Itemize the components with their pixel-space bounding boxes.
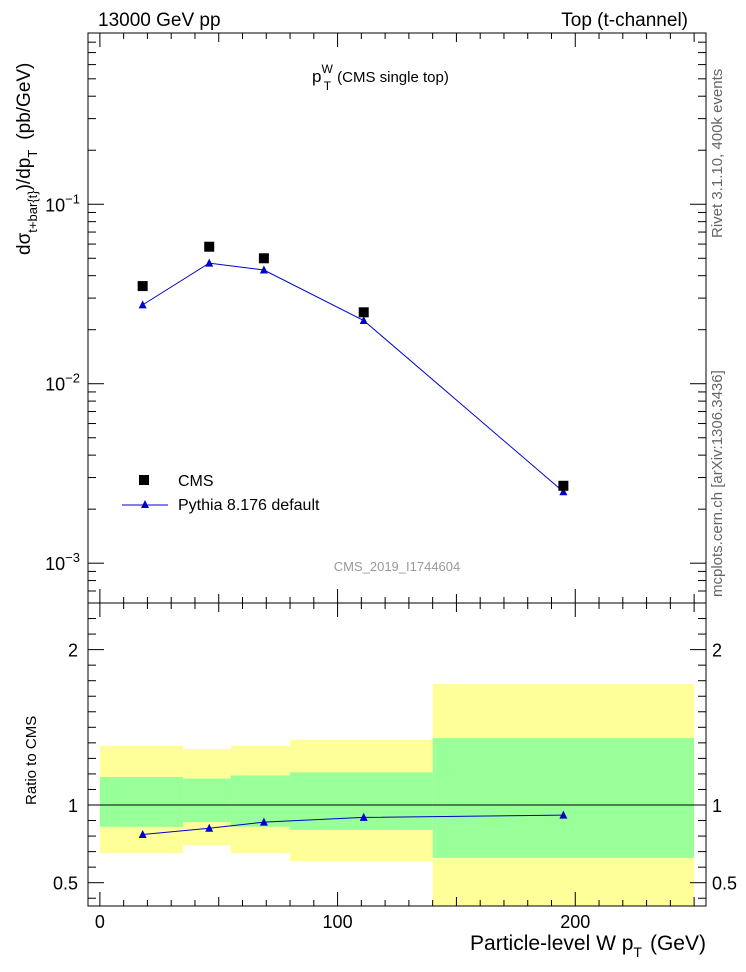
legend-cms-marker (139, 475, 149, 485)
legend-pythia-label: Pythia 8.176 default (178, 497, 320, 514)
main-panel-frame (87, 32, 707, 604)
cms-point (358, 307, 369, 318)
y-axis-label: dσt+bar{t})/dpT (pb/GeV) (14, 63, 40, 255)
x-axis-label: Particle-level W pT (GeV) (470, 932, 706, 960)
ratio-y-tick-label-right: 0.5 (712, 874, 737, 894)
main-y-tick-label: 10−2 (45, 371, 80, 395)
analysis-id: CMS_2019_I1744604 (334, 559, 461, 574)
ratio-bands (88, 683, 706, 906)
ratio-panel-frame (87, 602, 707, 907)
y-label-sub: t+bar{t} (25, 190, 40, 233)
main-y-tick-exp: −1 (65, 191, 80, 206)
cms-point (558, 480, 569, 491)
ratio-y-tick-label: 1 (68, 796, 78, 816)
x-tick-label: 0 (95, 912, 105, 932)
ratio-band-inner (99, 777, 184, 827)
ratio-band-inner (290, 772, 433, 830)
header-left: 13000 GeV pp (98, 10, 221, 31)
ratio-pythia-point (359, 812, 368, 821)
main-y-tick-exp: −2 (65, 371, 80, 386)
pythia-point (359, 316, 368, 325)
ratio-pythia-point (138, 830, 147, 839)
ratio-pythia-point (205, 823, 214, 832)
x-label-unit: (GeV) (650, 932, 706, 955)
cms-point (258, 253, 269, 264)
legend: CMS Pythia 8.176 default (122, 473, 320, 514)
plot-title-main: p (312, 67, 321, 86)
mcplots-label: mcplots.cern.ch [arXiv:1306.3436] (709, 370, 726, 597)
plot-title-suffix: (CMS single top) (337, 69, 449, 86)
ratio-y-tick-label: 0.5 (53, 874, 78, 894)
y-label-middle: )/dp (14, 158, 35, 191)
header-right: Top (t-channel) (561, 10, 688, 31)
plot-title: pW T (CMS single top) (312, 62, 449, 93)
pythia-point (138, 300, 147, 309)
y-label-prefix: dσ (14, 232, 35, 255)
cms-point (204, 241, 215, 252)
legend-cms-label: CMS (178, 473, 214, 490)
cms-point (137, 281, 148, 292)
ratio-y-tick-label: 2 (68, 641, 78, 661)
y-label-unit: (pb/GeV) (14, 63, 35, 140)
ratio-y-label: Ratio to CMS (23, 716, 40, 805)
ratio-band-inner (230, 775, 291, 827)
x-label-sub: T (633, 944, 642, 960)
x-tick-label: 100 (323, 912, 353, 932)
ratio-band-inner (432, 738, 695, 858)
ratio-pythia-point (259, 817, 268, 826)
ratio-y-tick-label-right: 2 (712, 641, 722, 661)
x-tick-label: 200 (560, 912, 590, 932)
main-y-tick-base: 10 (45, 375, 65, 395)
pythia-line (142, 262, 564, 493)
main-y-tick-label: 10−3 (45, 550, 80, 574)
rivet-label: Rivet 3.1.10, 400k events (709, 69, 726, 238)
y-label-sub2: T (25, 150, 40, 158)
pythia-point (259, 265, 268, 274)
legend-pythia-marker (141, 500, 149, 508)
main-y-tick-base: 10 (45, 554, 65, 574)
chart-marks (137, 241, 569, 839)
plot-title-sub: T (324, 79, 332, 93)
ratio-band-inner (183, 778, 231, 823)
main-y-tick-exp: −3 (65, 550, 80, 565)
main-y-tick-base: 10 (45, 195, 65, 215)
pythia-point (205, 258, 214, 267)
pythia-point (559, 487, 568, 496)
ratio-pythia-point (559, 810, 568, 819)
main-y-tick-label: 10−1 (45, 191, 80, 215)
x-label-main: Particle-level W p (470, 932, 633, 955)
plot-title-sup: W (321, 62, 333, 76)
ratio-y-tick-label-right: 1 (712, 796, 722, 816)
